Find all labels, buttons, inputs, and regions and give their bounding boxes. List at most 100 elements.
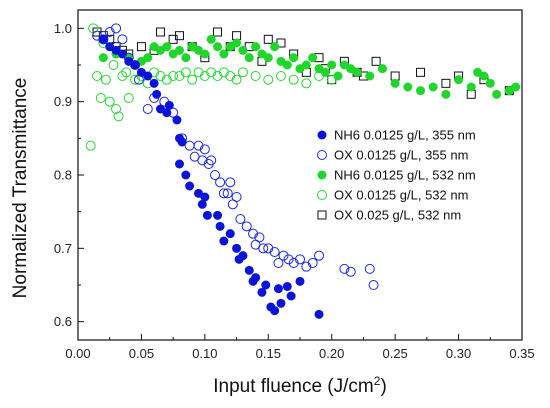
data-point: [199, 144, 210, 155]
data-point: [365, 71, 375, 81]
data-point: [289, 53, 299, 63]
data-point: [130, 74, 141, 85]
legend-label: OX 0.0125 g/L, 532 nm: [334, 188, 468, 203]
data-point: [269, 247, 280, 257]
data-point: [237, 67, 248, 78]
x-axis-title: Input fluence (J/cm2): [213, 374, 387, 397]
data-point: [485, 78, 495, 88]
data-point: [428, 82, 438, 92]
data-point: [225, 71, 236, 81]
data-point: [250, 71, 261, 81]
data-point: [232, 243, 242, 253]
data-point: [288, 74, 299, 85]
data-point: [479, 71, 489, 81]
data-point: [117, 71, 128, 81]
data-point: [283, 254, 294, 265]
data-point: [142, 104, 153, 114]
y-tick-label: 0.7: [54, 241, 72, 256]
data-point: [276, 298, 286, 308]
data-point: [121, 67, 132, 78]
data-point: [301, 60, 311, 70]
legend-label: NH6 0.0125 g/L, 355 nm: [334, 128, 476, 143]
data-point: [254, 232, 265, 243]
data-point: [263, 74, 274, 85]
data-point: [257, 287, 267, 297]
data-point: [143, 53, 153, 63]
x-tick-label: 0.05: [129, 346, 154, 361]
data-point: [213, 27, 223, 37]
data-point: [219, 236, 229, 246]
data-point: [282, 60, 292, 70]
x-tick-label: 0.10: [192, 346, 217, 361]
data-point: [273, 258, 284, 268]
data-point: [113, 111, 124, 122]
data-point: [251, 273, 261, 283]
data-point: [222, 188, 233, 199]
data-point: [213, 210, 223, 220]
data-point: [168, 71, 179, 81]
data-point: [111, 104, 122, 114]
data-point: [206, 67, 217, 78]
data-point: [278, 250, 289, 261]
data-point: [288, 258, 299, 268]
legend-marker: [317, 130, 327, 140]
x-tick-label: 0.30: [446, 346, 471, 361]
data-point: [403, 82, 413, 92]
data-point: [441, 78, 451, 88]
y-tick-label: 0.6: [54, 314, 72, 329]
data-point: [282, 281, 292, 291]
data-point: [263, 53, 273, 63]
data-point: [117, 49, 127, 59]
data-point: [241, 221, 252, 232]
y-tick-label: 0.8: [54, 168, 72, 183]
data-point: [258, 243, 269, 254]
data-point: [130, 60, 140, 70]
y-axis-title: Normalized Transmittance: [10, 78, 31, 299]
data-point: [155, 71, 166, 81]
x-tick-label: 0.25: [382, 346, 407, 361]
data-point: [263, 34, 273, 44]
data-point: [180, 67, 191, 78]
data-point: [193, 140, 204, 151]
legend-marker: [317, 170, 327, 180]
x-tick-label: 0.20: [319, 346, 344, 361]
data-point: [155, 27, 165, 37]
data-point: [416, 86, 426, 96]
y-tick-label: 0.9: [54, 94, 72, 109]
data-point: [390, 78, 400, 88]
data-point: [466, 82, 476, 92]
data-point: [108, 60, 119, 70]
data-point: [149, 78, 159, 88]
legend-label: OX 0.0125 g/L, 355 nm: [334, 148, 468, 163]
data-point: [215, 177, 226, 188]
data-point: [185, 181, 195, 191]
data-point: [174, 45, 184, 55]
data-point: [301, 261, 312, 272]
legend-label: OX 0.025 g/L, 532 nm: [334, 208, 461, 223]
legend-marker: [317, 190, 327, 200]
data-point: [162, 108, 172, 118]
data-point: [364, 263, 375, 274]
data-point: [238, 45, 248, 55]
data-point: [261, 280, 271, 290]
data-point: [295, 276, 305, 286]
data-point: [98, 53, 108, 63]
data-point: [143, 71, 153, 81]
data-point: [225, 229, 235, 239]
data-point: [248, 228, 259, 239]
data-point: [213, 42, 223, 52]
data-point: [104, 27, 115, 37]
data-point: [202, 210, 212, 220]
data-point: [314, 250, 325, 261]
data-point: [511, 82, 521, 92]
x-tick-label: 0.15: [256, 346, 281, 361]
data-point: [111, 23, 122, 34]
data-point: [295, 254, 305, 265]
data-point: [203, 159, 214, 169]
data-point: [454, 75, 464, 85]
legend-marker: [317, 210, 327, 220]
data-point: [117, 34, 128, 45]
data-point: [123, 93, 134, 103]
data-point: [181, 53, 191, 63]
data-point: [164, 100, 174, 110]
